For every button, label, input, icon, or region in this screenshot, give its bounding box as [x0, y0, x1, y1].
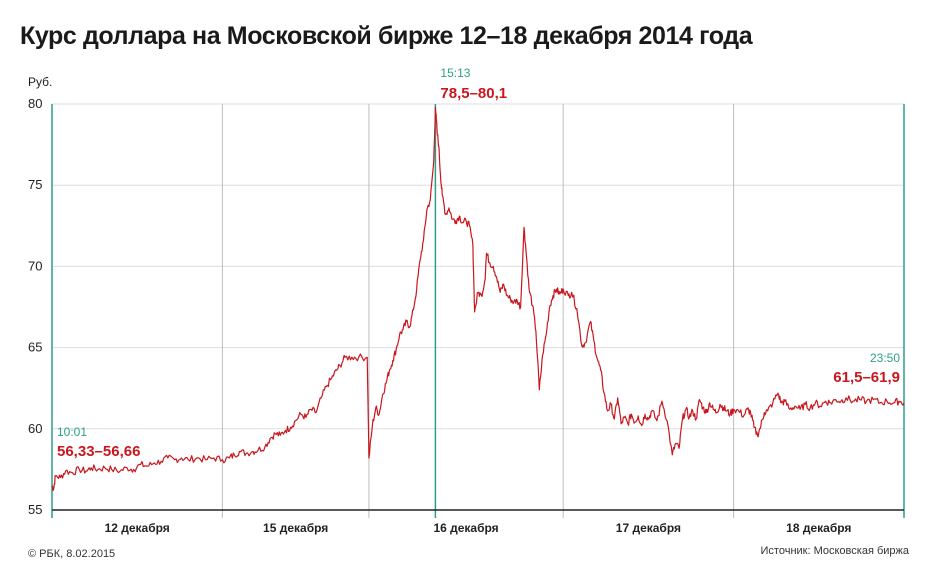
x-tick-label-0: 12 декабря: [105, 521, 170, 535]
gridlines: [52, 103, 904, 430]
x-axis: 12 декабря 15 декабря 16 декабря 17 декабря…: [52, 509, 904, 535]
chart-title: Курс доллара на Московской бирже 12–18 д…: [20, 22, 753, 50]
y-axis: Руб. 55 60 65 70 75 80: [28, 75, 52, 517]
annotation-time-0: 10:01: [57, 425, 87, 439]
y-tick-label-60: 60: [28, 421, 42, 436]
annotation-value-2: 61,5–61,9: [833, 369, 900, 386]
annotations: 10:01 56,33–56,66 15:13 78,5–80,1 23:50 61,5–…: [57, 66, 900, 460]
series-line-group: [51, 106, 905, 491]
annotation-value-0: 56,33–56,66: [57, 443, 140, 460]
x-tick-label-4: 18 декабря: [786, 521, 851, 535]
copyright-text: © РБК, 8.02.2015: [28, 548, 116, 560]
y-tick-label-75: 75: [28, 177, 42, 192]
y-tick-label-65: 65: [28, 340, 42, 355]
series-line-0: [51, 106, 905, 491]
y-tick-label-55: 55: [28, 502, 42, 517]
x-tick-label-1: 15 декабря: [263, 521, 328, 535]
annotation-time-1: 15:13: [440, 66, 470, 80]
annotation-value-1: 78,5–80,1: [440, 85, 507, 102]
y-axis-unit-label: Руб.: [28, 75, 52, 89]
source-text: Источник: Московская биржа: [760, 545, 909, 557]
x-tick-label-3: 17 декабря: [616, 521, 681, 535]
x-tick-label-2: 16 декабря: [433, 521, 498, 535]
y-tick-label-70: 70: [28, 258, 42, 273]
annotation-time-2: 23:50: [870, 351, 900, 365]
y-tick-label-80: 80: [28, 96, 42, 111]
day-dividers: [51, 104, 905, 518]
